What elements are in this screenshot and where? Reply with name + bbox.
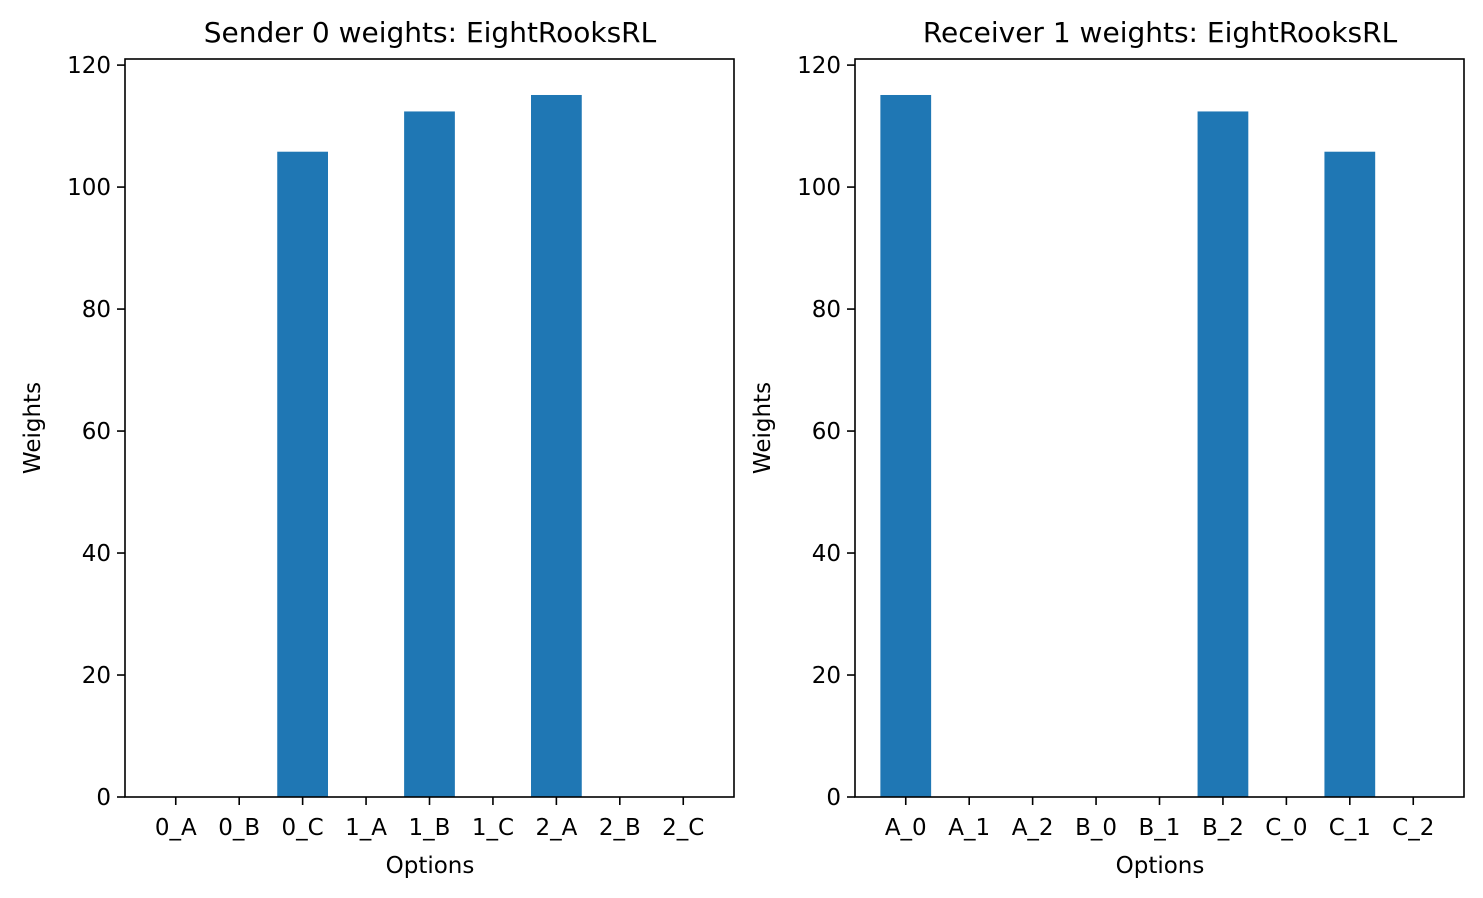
x-tick-label: 1_A <box>345 815 387 841</box>
x-tick-label: 2_A <box>535 815 577 841</box>
bar-2_A <box>531 94 582 798</box>
y-tick-label: 40 <box>82 541 111 567</box>
y-axis-label: Weights <box>750 382 776 474</box>
plot-frame <box>854 58 1465 798</box>
x-tick-label: 2_C <box>662 815 704 841</box>
bar-B_2 <box>1197 111 1249 797</box>
bars-group <box>277 94 582 798</box>
y-tick-label: 100 <box>797 175 841 201</box>
x-tick-label: 0_B <box>218 815 260 841</box>
y-tick-label: 80 <box>82 297 111 323</box>
plot-frame <box>124 58 735 798</box>
y-tick-label: 80 <box>812 297 841 323</box>
x-tick-label: 1_B <box>409 815 451 841</box>
y-tick-label: 20 <box>82 663 111 689</box>
x-tick-label: 0_C <box>282 815 324 841</box>
bar-A_0 <box>880 94 932 798</box>
x-ticks-group: A_0 A_1 A_2 B_0 B_1 B_2 C_0 C_1 C_2 <box>885 797 1434 841</box>
x-tick-label: C_0 <box>1265 815 1307 841</box>
receiver-weights-chart: Receiver 1 weights: EightRooksRL Weights… <box>750 16 1465 879</box>
bar-1_B <box>404 111 455 797</box>
chart-title: Receiver 1 weights: EightRooksRL <box>923 16 1398 49</box>
y-tick-label: 60 <box>812 419 841 445</box>
y-tick-label: 60 <box>82 419 111 445</box>
x-tick-label: C_2 <box>1392 815 1434 841</box>
x-tick-label: C_1 <box>1329 815 1371 841</box>
sender-weights-chart: Sender 0 weights: EightRooksRL Weights O… <box>20 16 735 879</box>
x-tick-label: B_2 <box>1202 815 1244 841</box>
y-axis-label: Weights <box>20 382 46 474</box>
bar-C_1 <box>1324 151 1376 797</box>
x-tick-label: 2_B <box>599 815 641 841</box>
y-tick-label: 120 <box>797 53 841 79</box>
x-tick-label: A_2 <box>1012 815 1054 841</box>
x-tick-label: A_0 <box>885 815 927 841</box>
y-ticks-group: 0 20 40 60 80 100 120 <box>67 53 125 811</box>
x-axis-label: Options <box>386 853 475 879</box>
bar-0_C <box>277 151 328 797</box>
y-tick-label: 120 <box>67 53 111 79</box>
chart-title: Sender 0 weights: EightRooksRL <box>204 16 657 49</box>
x-axis-label: Options <box>1116 853 1205 879</box>
y-tick-label: 0 <box>826 785 841 811</box>
y-tick-label: 100 <box>67 175 111 201</box>
y-tick-label: 0 <box>96 785 111 811</box>
y-tick-label: 40 <box>812 541 841 567</box>
x-ticks-group: 0_A 0_B 0_C 1_A 1_B 1_C 2_A 2_B 2_C <box>155 797 704 841</box>
x-tick-label: 1_C <box>472 815 514 841</box>
bars-group <box>880 94 1376 798</box>
y-tick-label: 20 <box>812 663 841 689</box>
y-ticks-group: 0 20 40 60 80 100 120 <box>797 53 855 811</box>
x-tick-label: B_0 <box>1075 815 1117 841</box>
x-tick-label: A_1 <box>948 815 990 841</box>
x-tick-label: B_1 <box>1139 815 1181 841</box>
x-tick-label: 0_A <box>155 815 197 841</box>
